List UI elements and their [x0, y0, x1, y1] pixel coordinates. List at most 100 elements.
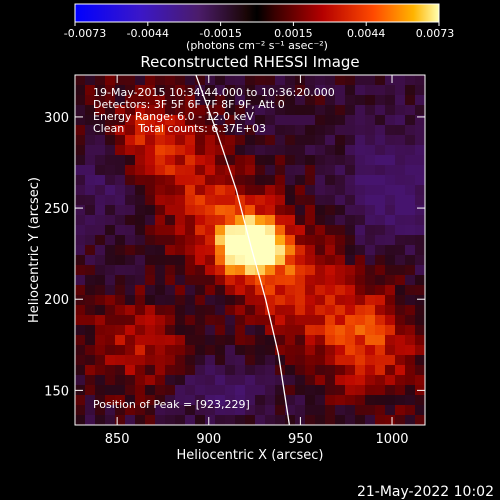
- heatmap-cell: [75, 175, 86, 186]
- heatmap-cell: [305, 365, 316, 376]
- heatmap-cell: [115, 75, 126, 86]
- heatmap-cell: [185, 75, 196, 86]
- heatmap-cell: [305, 355, 316, 366]
- footer-timestamp: 21-May-2022 10:02: [357, 484, 494, 500]
- heatmap-cell: [255, 215, 266, 226]
- heatmap-cell: [375, 175, 386, 186]
- heatmap-cell: [375, 135, 386, 146]
- heatmap-cell: [185, 275, 196, 286]
- heatmap-cell: [235, 285, 246, 296]
- heatmap-cell: [315, 335, 326, 346]
- heatmap-cell: [155, 105, 166, 116]
- heatmap-cell: [135, 185, 146, 196]
- heatmap-cell: [85, 195, 96, 206]
- heatmap-cell: [405, 115, 416, 126]
- heatmap-cell: [225, 305, 236, 316]
- heatmap-cell: [225, 75, 236, 86]
- heatmap-cell: [115, 415, 126, 425]
- heatmap-cell: [75, 205, 86, 216]
- heatmap-cell: [135, 165, 146, 176]
- heatmap-cell: [245, 215, 256, 226]
- x-tick-label: 850: [105, 432, 130, 447]
- heatmap-cell: [255, 155, 266, 166]
- heatmap-cell: [95, 285, 106, 296]
- heatmap-cell: [205, 345, 216, 356]
- heatmap-cell: [325, 295, 336, 306]
- heatmap-cell: [405, 295, 416, 306]
- heatmap-cell: [175, 135, 186, 146]
- heatmap-cell: [125, 105, 136, 116]
- heatmap-cell: [385, 345, 396, 356]
- heatmap-cell: [405, 395, 416, 406]
- heatmap-cell: [165, 165, 176, 176]
- heatmap-cell: [205, 265, 216, 276]
- heatmap-cell: [335, 195, 346, 206]
- heatmap-cell: [115, 335, 126, 346]
- heatmap-cell: [115, 315, 126, 326]
- heatmap-cell: [185, 95, 196, 106]
- heatmap-cell: [415, 215, 425, 226]
- heatmap-cell: [185, 295, 196, 306]
- heatmap-cell: [395, 195, 406, 206]
- heatmap-cell: [155, 375, 166, 386]
- heatmap-cell: [285, 295, 296, 306]
- heatmap-cell: [75, 125, 86, 136]
- heatmap-cell: [365, 225, 376, 236]
- heatmap-cell: [175, 245, 186, 256]
- heatmap-cell: [365, 385, 376, 396]
- heatmap-cell: [145, 105, 156, 116]
- heatmap-cell: [75, 305, 86, 316]
- heatmap-cell: [405, 195, 416, 206]
- heatmap-cell: [325, 365, 336, 376]
- heatmap-cell: [395, 145, 406, 156]
- heatmap-cell: [185, 285, 196, 296]
- heatmap-cell: [155, 345, 166, 356]
- heatmap-cell: [245, 155, 256, 166]
- heatmap-cell: [215, 345, 226, 356]
- heatmap-cell: [105, 135, 116, 146]
- heatmap-cell: [175, 165, 186, 176]
- heatmap-cell: [205, 325, 216, 336]
- heatmap-cell: [85, 395, 96, 406]
- heatmap-cell: [215, 145, 226, 156]
- heatmap-cell: [365, 365, 376, 376]
- heatmap-cell: [375, 125, 386, 136]
- y-tick-label: 200: [44, 293, 69, 308]
- heatmap-cell: [175, 285, 186, 296]
- heatmap-cell: [285, 355, 296, 366]
- heatmap-cell: [285, 215, 296, 226]
- heatmap-cell: [245, 275, 256, 286]
- heatmap-cell: [135, 135, 146, 146]
- heatmap-cell: [85, 75, 96, 86]
- heatmap-cell: [395, 185, 406, 196]
- heatmap-cell: [105, 315, 116, 326]
- heatmap-cell: [245, 305, 256, 316]
- heatmap-cell: [295, 305, 306, 316]
- heatmap-cell: [305, 195, 316, 206]
- heatmap-cell: [355, 195, 366, 206]
- heatmap-cell: [105, 375, 116, 386]
- heatmap-cell: [255, 205, 266, 216]
- heatmap-cell: [135, 375, 146, 386]
- heatmap-cell: [105, 225, 116, 236]
- heatmap-cell: [355, 135, 366, 146]
- heatmap-cell: [175, 305, 186, 316]
- heatmap-cell: [155, 175, 166, 186]
- heatmap-cell: [305, 115, 316, 126]
- heatmap-cell: [415, 305, 425, 316]
- heatmap-cell: [215, 75, 226, 86]
- heatmap-cell: [115, 205, 126, 216]
- heatmap-cell: [195, 415, 206, 425]
- heatmap-cell: [395, 335, 406, 346]
- heatmap-cell: [225, 205, 236, 216]
- heatmap-cell: [155, 205, 166, 216]
- heatmap-cell: [335, 265, 346, 276]
- heatmap-cell: [395, 375, 406, 386]
- heatmap-cell: [125, 355, 136, 366]
- heatmap-cell: [335, 325, 346, 336]
- heatmap-cell: [75, 105, 86, 116]
- heatmap-cell: [415, 365, 425, 376]
- heatmap-cell: [275, 325, 286, 336]
- heatmap-cell: [305, 315, 316, 326]
- heatmap-cell: [315, 405, 326, 416]
